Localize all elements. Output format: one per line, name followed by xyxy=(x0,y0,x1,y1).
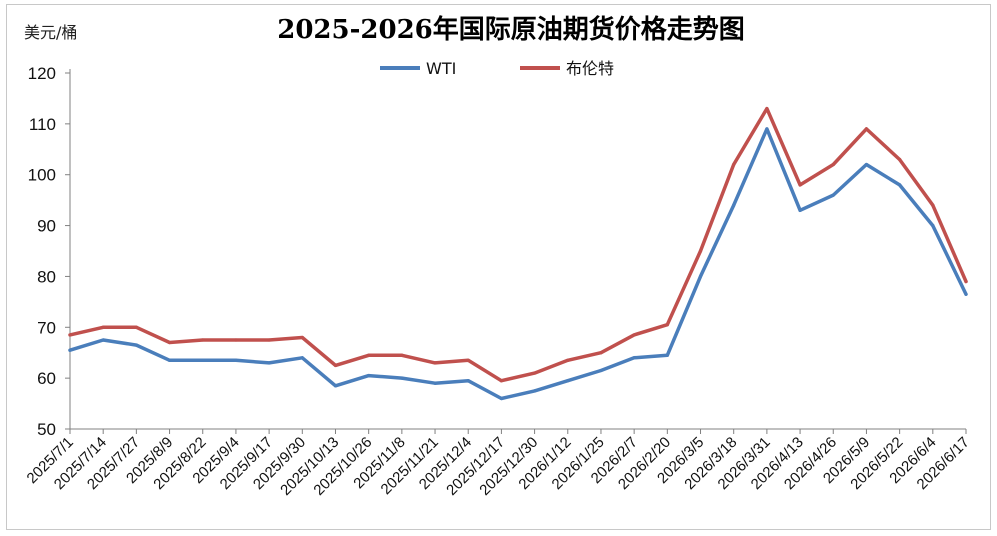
data-point xyxy=(898,183,902,187)
data-point xyxy=(864,127,869,131)
data-point xyxy=(400,353,404,357)
data-point xyxy=(300,335,304,340)
data-point xyxy=(665,353,669,357)
data-point xyxy=(798,183,802,187)
data-point xyxy=(400,376,404,380)
data-point xyxy=(267,338,271,342)
data-point xyxy=(433,381,437,385)
data-point xyxy=(632,333,636,337)
y-tick-label: 100 xyxy=(28,166,56,185)
series-line-brent xyxy=(68,106,968,383)
data-point xyxy=(68,348,72,352)
data-point xyxy=(964,279,968,284)
data-point xyxy=(167,358,172,362)
data-point xyxy=(333,363,338,368)
x-axis: 2025/7/12025/7/142025/7/272025/8/92025/8… xyxy=(24,428,973,499)
data-point xyxy=(599,368,603,373)
data-point xyxy=(68,333,72,337)
data-point xyxy=(665,323,669,327)
y-tick-label: 120 xyxy=(28,64,56,83)
legend: WTI 布伦特 xyxy=(380,59,614,78)
data-point xyxy=(632,356,636,360)
y-axis-unit-label: 美元/桶 xyxy=(24,23,77,42)
data-point xyxy=(367,353,371,357)
data-point xyxy=(964,292,968,296)
data-point xyxy=(201,358,205,362)
data-point xyxy=(267,361,271,365)
legend-label: 布伦特 xyxy=(566,59,614,78)
data-point xyxy=(333,384,338,388)
data-point xyxy=(765,107,769,111)
y-tick-label: 60 xyxy=(37,369,56,388)
data-point xyxy=(101,338,105,342)
data-point xyxy=(466,379,470,383)
y-tick-label: 80 xyxy=(37,267,56,286)
legend-label: WTI xyxy=(426,59,456,78)
data-point xyxy=(433,361,437,365)
data-point xyxy=(798,208,802,212)
data-point xyxy=(300,356,304,360)
data-point xyxy=(234,338,238,342)
data-point xyxy=(599,351,603,355)
data-point xyxy=(167,340,172,345)
data-point xyxy=(532,371,537,375)
plot-area xyxy=(68,106,968,401)
y-tick-label: 70 xyxy=(37,318,56,337)
data-point xyxy=(698,249,703,253)
data-point xyxy=(698,274,703,279)
data-point xyxy=(931,223,935,228)
data-point xyxy=(367,374,371,378)
data-point xyxy=(499,379,504,383)
y-tick-label: 50 xyxy=(37,420,56,439)
data-point xyxy=(134,325,138,329)
data-point xyxy=(831,193,835,197)
y-tick-label: 90 xyxy=(37,217,56,236)
data-point xyxy=(566,379,570,383)
data-point xyxy=(234,358,238,362)
series-line-wti xyxy=(68,127,968,401)
chart-frame xyxy=(6,4,991,530)
data-point xyxy=(931,203,935,207)
data-point xyxy=(765,127,769,131)
data-point xyxy=(732,162,736,167)
data-point xyxy=(732,203,736,207)
y-axis: 50 60 70 80 90 100 110 120 xyxy=(28,64,71,439)
data-point xyxy=(466,358,470,362)
data-point xyxy=(134,343,138,347)
data-point xyxy=(566,358,570,362)
data-point xyxy=(201,338,205,342)
data-point xyxy=(532,389,537,393)
data-point xyxy=(898,157,902,162)
chart-title: 2025-2026年国际原油期货价格走势图 xyxy=(277,14,745,45)
data-point xyxy=(831,162,835,167)
data-point xyxy=(864,162,869,167)
data-point xyxy=(499,396,504,401)
data-point xyxy=(101,325,105,329)
y-tick-label: 110 xyxy=(29,115,56,134)
